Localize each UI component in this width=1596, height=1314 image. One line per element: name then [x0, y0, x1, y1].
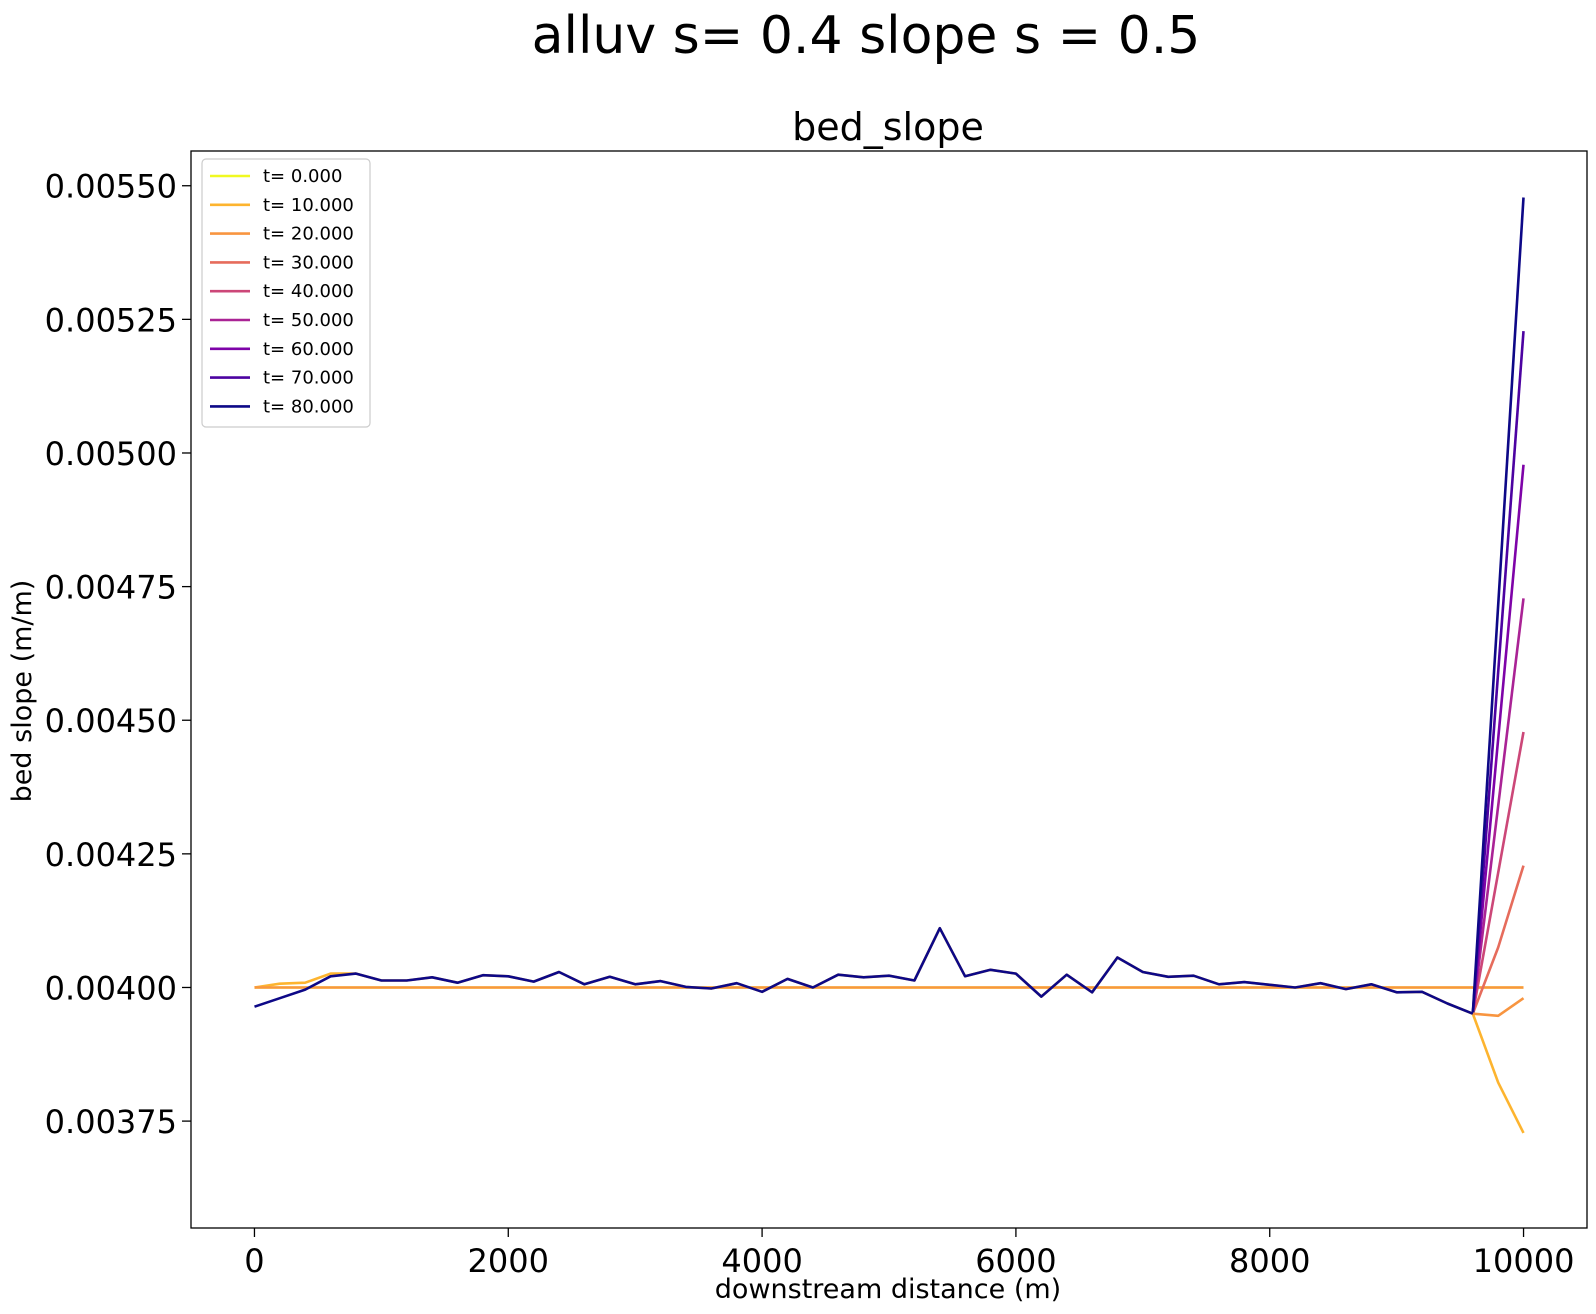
series-line-3 — [1471, 865, 1525, 1015]
y-tick-label: 0.00450 — [45, 702, 177, 740]
legend: t= 0.000 t= 10.000 t= 20.000 t= 30.000 t= 40… — [201, 158, 371, 428]
y-tick-label: 0.00400 — [45, 969, 177, 1007]
legend-label: t= 50.000 — [263, 310, 354, 331]
series-line-6 — [1471, 464, 1525, 1014]
figure-suptitle: alluv s= 0.4 slope s = 0.5 — [532, 6, 1201, 66]
axes-frame — [190, 150, 1588, 1229]
y-tick-label: 0.00475 — [45, 569, 177, 607]
chart-title: bed_slope — [792, 105, 984, 149]
x-tick-label: 6000 — [975, 1242, 1056, 1280]
series-line-4 — [1471, 731, 1525, 1014]
series-line-8 — [1471, 197, 1525, 1014]
legend-label: t= 70.000 — [263, 368, 354, 389]
series-line-2-tail — [1472, 997, 1525, 1018]
x-axis-label: downstream distance (m) — [715, 1274, 1061, 1305]
y-axis-label: bed slope (m/m) — [7, 580, 38, 803]
series-line-common-profile — [254, 926, 1474, 1015]
series-line-5 — [1471, 598, 1525, 1014]
x-tick-label: 2000 — [468, 1242, 549, 1280]
legend-label: t= 0.000 — [263, 166, 342, 187]
series-line-7 — [1471, 331, 1525, 1014]
legend-label: t= 60.000 — [263, 339, 354, 360]
y-tick-label: 0.00525 — [45, 301, 177, 339]
x-tick-label: 4000 — [721, 1242, 802, 1280]
legend-label: t= 10.000 — [263, 195, 354, 216]
y-tick-label: 0.00375 — [45, 1103, 177, 1141]
legend-label: t= 30.000 — [263, 252, 354, 273]
legend-label: t= 20.000 — [263, 224, 354, 245]
legend-box — [201, 158, 371, 428]
y-tick-label: 0.00425 — [45, 836, 177, 874]
series-line-1 — [254, 926, 1525, 1134]
x-tick-label: 0 — [244, 1242, 264, 1280]
series-layer — [254, 197, 1525, 1134]
legend-label: t= 80.000 — [263, 396, 354, 417]
plot-area — [254, 197, 1525, 1134]
y-axis: 0.00375 0.00400 0.00425 0.00450 0.00475 0.005… — [45, 168, 191, 1141]
legend-label: t= 40.000 — [263, 281, 354, 302]
x-tick-label: 10000 — [1473, 1242, 1575, 1280]
x-tick-label: 8000 — [1229, 1242, 1310, 1280]
y-tick-label: 0.00550 — [45, 168, 177, 206]
x-axis: 0 2000 4000 6000 8000 10000 — [244, 1228, 1574, 1280]
y-tick-label: 0.00500 — [45, 435, 177, 473]
